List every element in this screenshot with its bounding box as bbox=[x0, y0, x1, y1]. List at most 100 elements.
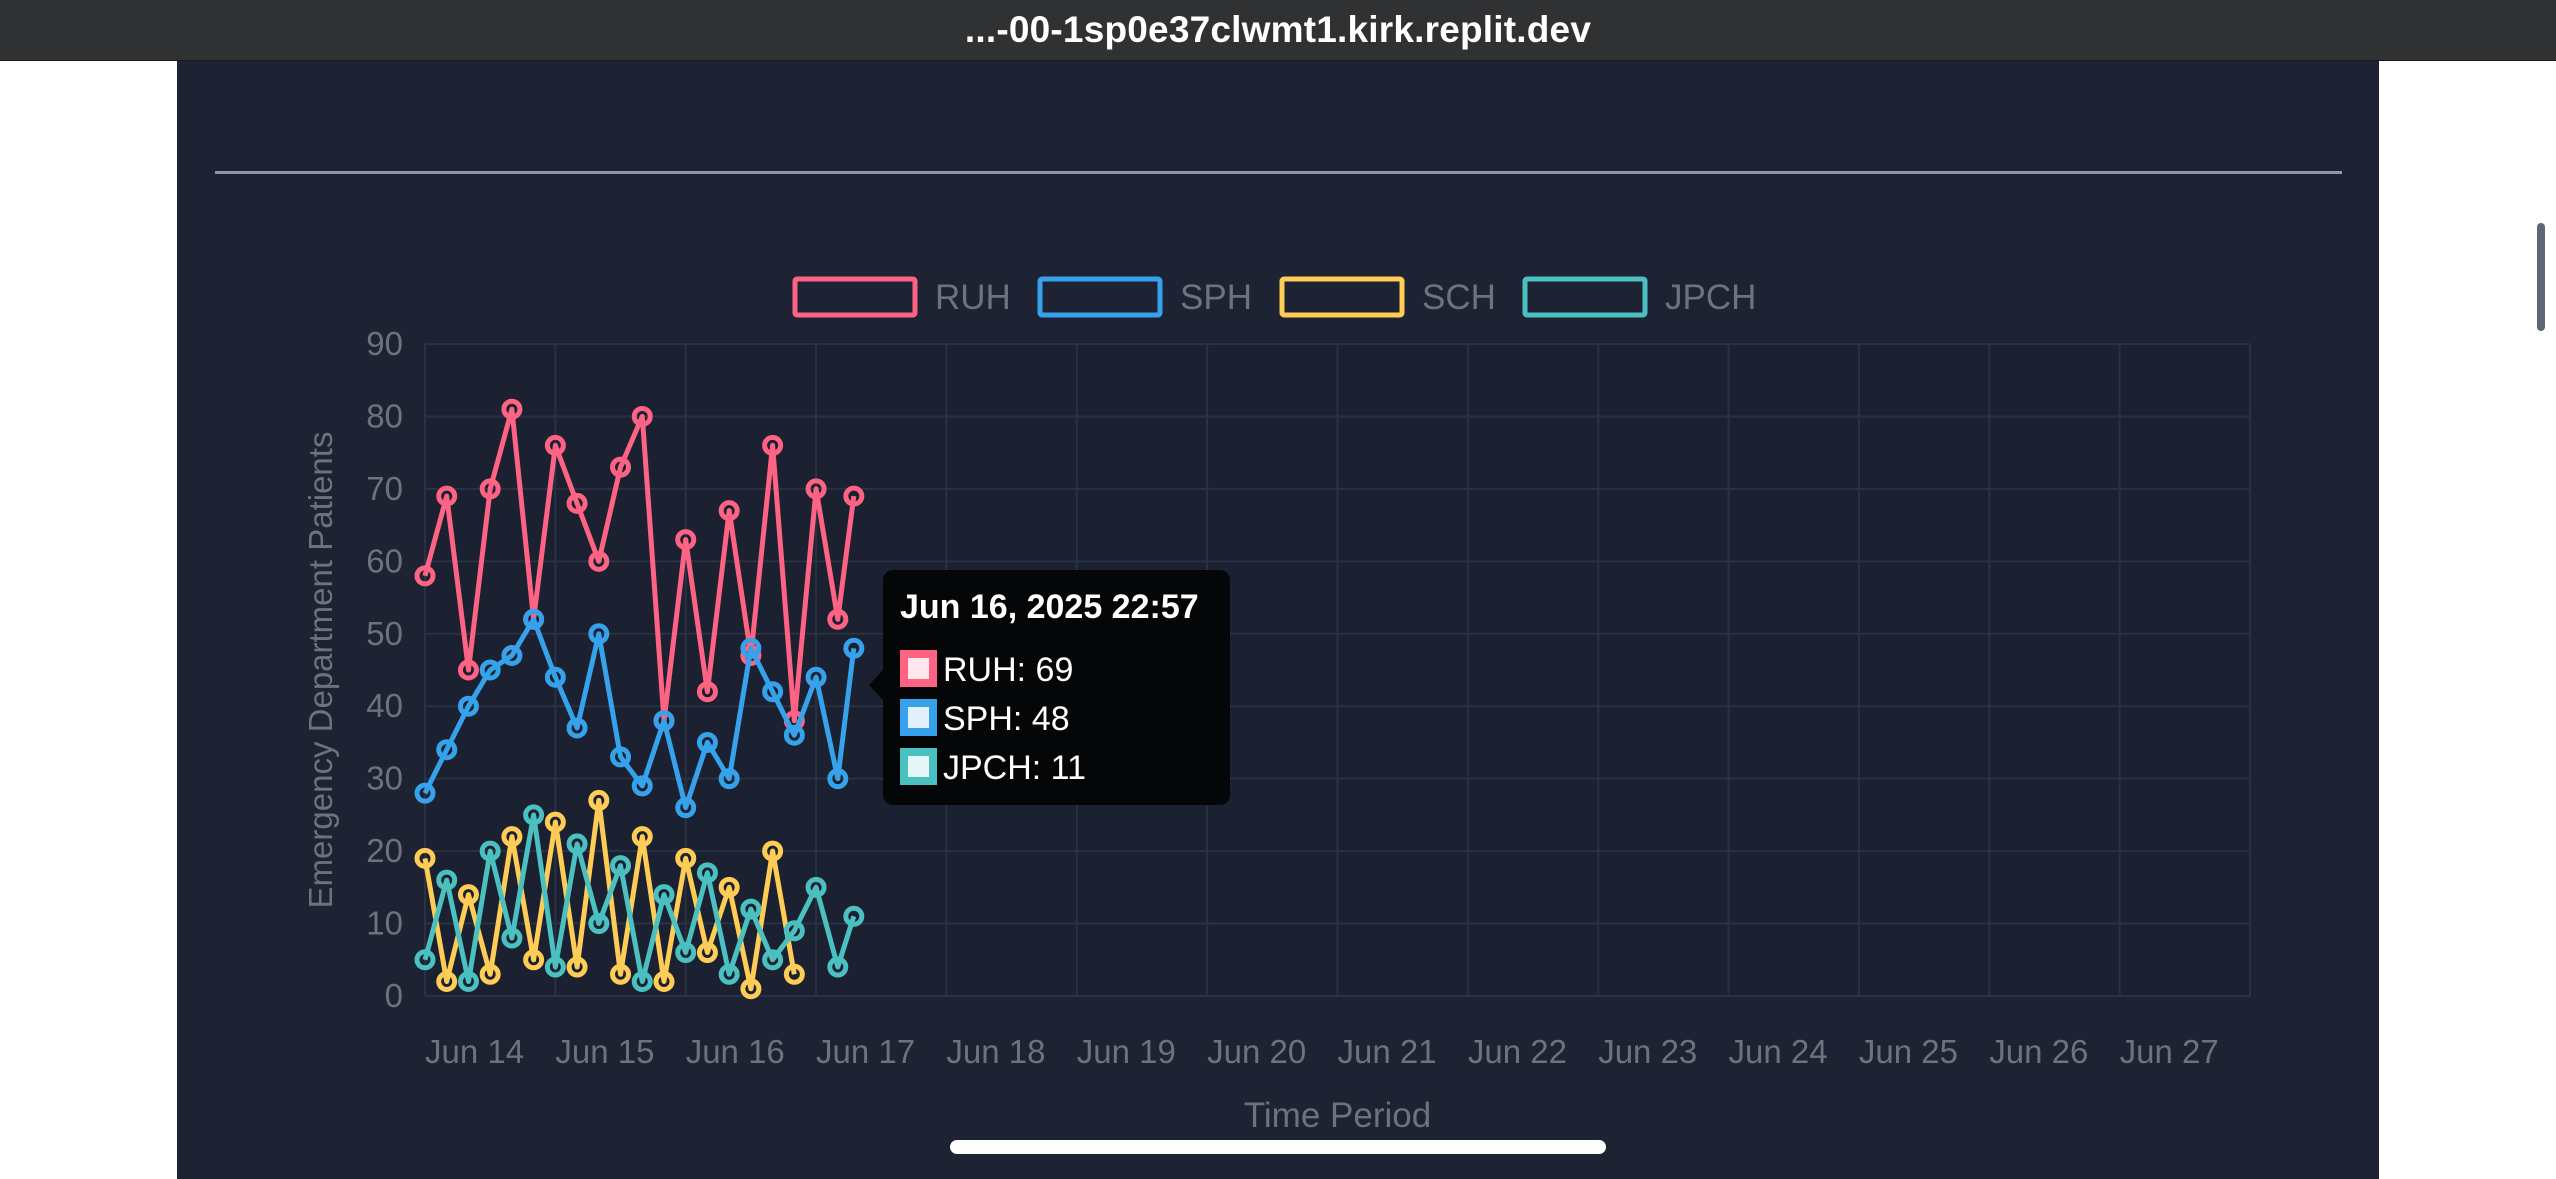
data-point-jpch[interactable] bbox=[610, 855, 632, 877]
data-point-sph[interactable] bbox=[610, 746, 632, 768]
data-point-sph[interactable] bbox=[843, 637, 865, 659]
legend-label-sch[interactable]: SCH bbox=[1422, 278, 1496, 317]
data-point-ruh[interactable] bbox=[501, 398, 523, 420]
data-point-sch[interactable] bbox=[479, 963, 501, 985]
data-point-sph[interactable] bbox=[566, 717, 588, 739]
data-point-sph[interactable] bbox=[588, 623, 610, 645]
data-point-ruh[interactable] bbox=[805, 478, 827, 500]
data-point-ruh[interactable] bbox=[827, 608, 849, 630]
data-point-jpch[interactable] bbox=[805, 876, 827, 898]
data-point-ruh[interactable] bbox=[544, 434, 566, 456]
data-point-jpch[interactable] bbox=[762, 949, 784, 971]
data-point-sch[interactable] bbox=[588, 789, 610, 811]
data-point-jpch[interactable] bbox=[544, 956, 566, 978]
data-point-ruh[interactable] bbox=[675, 529, 697, 551]
legend-swatch-sph[interactable] bbox=[1037, 276, 1163, 318]
data-point-jpch[interactable] bbox=[414, 949, 436, 971]
data-point-ruh[interactable] bbox=[843, 485, 865, 507]
data-point-sph[interactable] bbox=[718, 768, 740, 790]
data-point-sph[interactable] bbox=[436, 739, 458, 761]
data-point-sch[interactable] bbox=[523, 949, 545, 971]
legend-label-ruh[interactable]: RUH bbox=[935, 278, 1011, 317]
data-point-sch[interactable] bbox=[675, 847, 697, 869]
browser-address-bar[interactable]: ...-00-1sp0e37clwmt1.kirk.replit.dev bbox=[0, 0, 2556, 61]
data-point-jpch[interactable] bbox=[588, 913, 610, 935]
data-point-sch[interactable] bbox=[566, 956, 588, 978]
data-point-jpch[interactable] bbox=[523, 804, 545, 826]
data-point-sph[interactable] bbox=[414, 782, 436, 804]
data-point-sch[interactable] bbox=[740, 978, 762, 1000]
legend-label-sph[interactable]: SPH bbox=[1180, 278, 1252, 317]
x-axis-title: Time Period bbox=[1244, 1096, 1431, 1135]
data-point-sch[interactable] bbox=[718, 876, 740, 898]
home-indicator[interactable] bbox=[950, 1140, 1606, 1154]
data-point-sph[interactable] bbox=[696, 731, 718, 753]
data-point-jpch[interactable] bbox=[479, 840, 501, 862]
y-tick-label: 10 bbox=[366, 905, 403, 942]
data-point-ruh[interactable] bbox=[610, 456, 632, 478]
data-point-sch[interactable] bbox=[501, 826, 523, 848]
data-point-ruh[interactable] bbox=[718, 500, 740, 522]
data-point-jpch[interactable] bbox=[843, 905, 865, 927]
data-point-sch[interactable] bbox=[457, 884, 479, 906]
data-point-jpch[interactable] bbox=[436, 869, 458, 891]
data-point-jpch[interactable] bbox=[718, 963, 740, 985]
data-point-sph[interactable] bbox=[805, 666, 827, 688]
data-point-sph[interactable] bbox=[544, 666, 566, 688]
data-point-sph[interactable] bbox=[479, 659, 501, 681]
data-point-jpch[interactable] bbox=[653, 884, 675, 906]
data-point-sph[interactable] bbox=[827, 768, 849, 790]
data-point-ruh[interactable] bbox=[414, 565, 436, 587]
data-point-sph[interactable] bbox=[457, 695, 479, 717]
data-point-sph[interactable] bbox=[740, 637, 762, 659]
tooltip-title: Jun 16, 2025 22:57 bbox=[900, 588, 1199, 626]
legend-label-jpch[interactable]: JPCH bbox=[1665, 278, 1756, 317]
data-point-sph[interactable] bbox=[783, 724, 805, 746]
data-point-sch[interactable] bbox=[631, 826, 653, 848]
legend-swatch-jpch[interactable] bbox=[1522, 276, 1648, 318]
data-point-jpch[interactable] bbox=[457, 971, 479, 993]
x-tick-label: Jun 26 bbox=[1989, 1033, 2088, 1070]
data-point-ruh[interactable] bbox=[566, 492, 588, 514]
legend-swatch-ruh[interactable] bbox=[792, 276, 918, 318]
data-point-jpch[interactable] bbox=[696, 862, 718, 884]
tooltip-box bbox=[883, 570, 1230, 805]
data-point-ruh[interactable] bbox=[631, 405, 653, 427]
data-point-sch[interactable] bbox=[762, 840, 784, 862]
data-point-sch[interactable] bbox=[436, 971, 458, 993]
page-url: ...-00-1sp0e37clwmt1.kirk.replit.dev bbox=[964, 9, 1592, 50]
x-tick-label: Jun 25 bbox=[1859, 1033, 1958, 1070]
data-point-sph[interactable] bbox=[762, 681, 784, 703]
data-point-sch[interactable] bbox=[783, 963, 805, 985]
data-point-sch[interactable] bbox=[610, 963, 632, 985]
x-tick-label: Jun 20 bbox=[1207, 1033, 1306, 1070]
legend-swatch-sch[interactable] bbox=[1279, 276, 1405, 318]
data-point-jpch[interactable] bbox=[566, 833, 588, 855]
data-point-ruh[interactable] bbox=[479, 478, 501, 500]
data-point-sph[interactable] bbox=[653, 710, 675, 732]
data-point-jpch[interactable] bbox=[501, 927, 523, 949]
data-point-sch[interactable] bbox=[414, 847, 436, 869]
data-point-ruh[interactable] bbox=[696, 681, 718, 703]
series-line-ruh bbox=[422, 406, 857, 724]
data-point-sch[interactable] bbox=[696, 942, 718, 964]
data-point-ruh[interactable] bbox=[436, 485, 458, 507]
data-point-ruh[interactable] bbox=[762, 434, 784, 456]
data-point-sph[interactable] bbox=[523, 608, 545, 630]
data-point-ruh[interactable] bbox=[457, 659, 479, 681]
data-point-jpch[interactable] bbox=[631, 971, 653, 993]
y-tick-label: 50 bbox=[366, 615, 403, 652]
data-point-sph[interactable] bbox=[675, 797, 697, 819]
data-point-jpch[interactable] bbox=[740, 898, 762, 920]
data-point-jpch[interactable] bbox=[827, 956, 849, 978]
data-point-sph[interactable] bbox=[631, 775, 653, 797]
data-point-jpch[interactable] bbox=[783, 920, 805, 942]
data-point-ruh[interactable] bbox=[588, 550, 610, 572]
data-point-sch[interactable] bbox=[653, 971, 675, 993]
scrollbar[interactable] bbox=[2537, 223, 2545, 331]
data-point-sch[interactable] bbox=[544, 811, 566, 833]
x-tick-label: Jun 19 bbox=[1077, 1033, 1176, 1070]
data-point-jpch[interactable] bbox=[675, 942, 697, 964]
data-point-sph[interactable] bbox=[501, 645, 523, 667]
